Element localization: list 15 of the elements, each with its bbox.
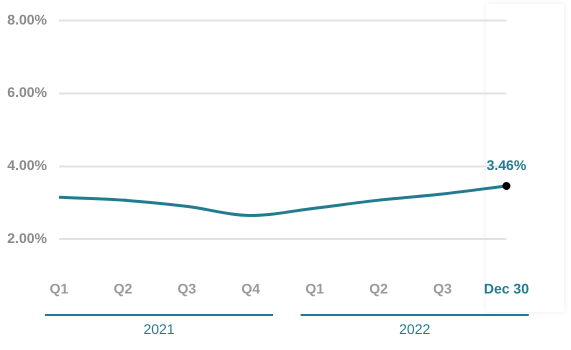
x-tick-label: Q1 [305,280,324,296]
y-tick-label: 2.00% [7,230,48,246]
x-tick-label: Q3 [433,280,452,296]
y-tick-label: 6.00% [7,84,48,100]
x-tick-label: Q4 [241,280,260,296]
text: 2021 [143,320,175,337]
y-tick-label: 8.00% [7,11,48,28]
x-tick-label: Dec 30 [484,280,530,296]
y-tick-label: 4.00% [7,157,48,174]
x-tick-label: Q1 [50,280,69,296]
data-label: 3.46% [486,156,527,173]
x-tick-label: Q2 [369,280,388,296]
x-tick-label: Q3 [177,280,196,296]
x-tick-label: Q2 [114,280,132,296]
text: 2022 [399,320,430,337]
